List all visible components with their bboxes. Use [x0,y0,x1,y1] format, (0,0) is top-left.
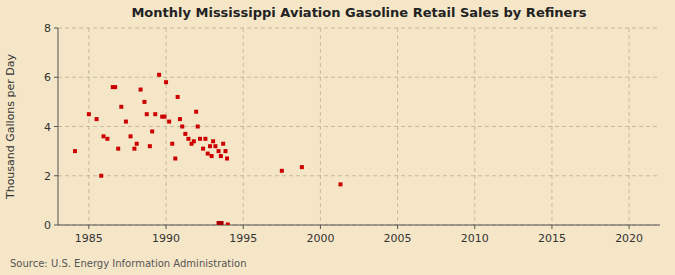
point [223,149,227,153]
point [87,112,91,116]
point [150,129,154,133]
point [194,110,198,114]
x-tick [243,225,244,229]
y-grid-line [58,126,660,127]
point [95,117,99,121]
point [178,117,182,121]
source-note: Source: U.S. Energy Information Administ… [10,258,247,269]
point [73,149,77,153]
point [148,144,152,148]
y-grid-line [58,77,660,78]
point [164,80,168,84]
x-tick [474,225,475,229]
x-tick-label: 2015 [538,232,566,245]
point [113,85,117,89]
point [280,169,284,173]
y-tick [54,175,58,176]
point [186,137,190,141]
point [167,120,171,124]
point [163,115,167,119]
point [105,137,109,141]
y-tick-label: 0 [44,219,51,232]
point [170,142,174,146]
axes: 1985 1990 1995 2000 2005 2010 2015 2020 0 2 4 6 8 [44,22,660,245]
point [300,165,304,169]
point [173,157,177,161]
x-tick-label: 1995 [229,232,257,245]
point [129,134,133,138]
y-tick [54,126,58,127]
grid [58,28,660,225]
x-tick-label: 2010 [461,232,489,245]
y-grid-line [58,175,660,176]
point [99,174,103,178]
point [196,125,200,129]
point [119,105,123,109]
x-tick [320,225,321,229]
x-tick [88,225,89,229]
point [180,125,184,129]
x-tick-label: 2020 [615,232,643,245]
point [208,144,212,148]
title: Monthly Mississippi Aviation Gasoline Re… [131,5,586,20]
point [213,144,217,148]
chart: 1985 1990 1995 2000 2005 2010 2015 2020 0 2 4 6 8 Mon… [0,0,675,275]
point [124,120,128,124]
point [183,132,187,136]
y-tick-label: 2 [44,170,51,183]
x-tick [629,225,630,229]
x-tick-label: 1985 [75,232,103,245]
y-tick [54,77,58,78]
point [206,152,210,156]
point [217,149,221,153]
y-tick [54,28,58,29]
point [226,223,230,225]
x-tick [397,225,398,229]
point [142,100,146,104]
point [153,112,157,116]
y-grid-line [58,225,660,226]
x-tick [551,225,552,229]
y-tick-label: 4 [44,121,51,134]
x-axis-line [58,225,660,226]
x-tick [166,225,167,229]
point [102,134,106,138]
point [211,139,215,143]
point [192,139,196,143]
x-tick-label: 1990 [152,232,180,245]
point [219,154,223,158]
point [157,73,161,77]
y-grid-line [58,28,660,29]
y-tick-label: 6 [44,71,51,84]
point [132,147,136,151]
point [203,137,207,141]
y-tick-label: 8 [44,22,51,35]
series [217,221,224,225]
x-tick-label: 2000 [306,232,334,245]
point [139,88,143,92]
marks [73,73,342,225]
point [201,147,205,151]
y-tick [54,225,58,226]
point [225,157,229,161]
point [176,95,180,99]
point [217,221,224,225]
point [116,147,120,151]
point [145,112,149,116]
x-tick-label: 2005 [384,232,412,245]
point [198,137,202,141]
point [221,142,225,146]
point [135,142,139,146]
y-axis-label: Thousand Gallons per Day [4,53,17,200]
point [210,154,214,158]
series [73,73,342,225]
point [338,182,342,186]
